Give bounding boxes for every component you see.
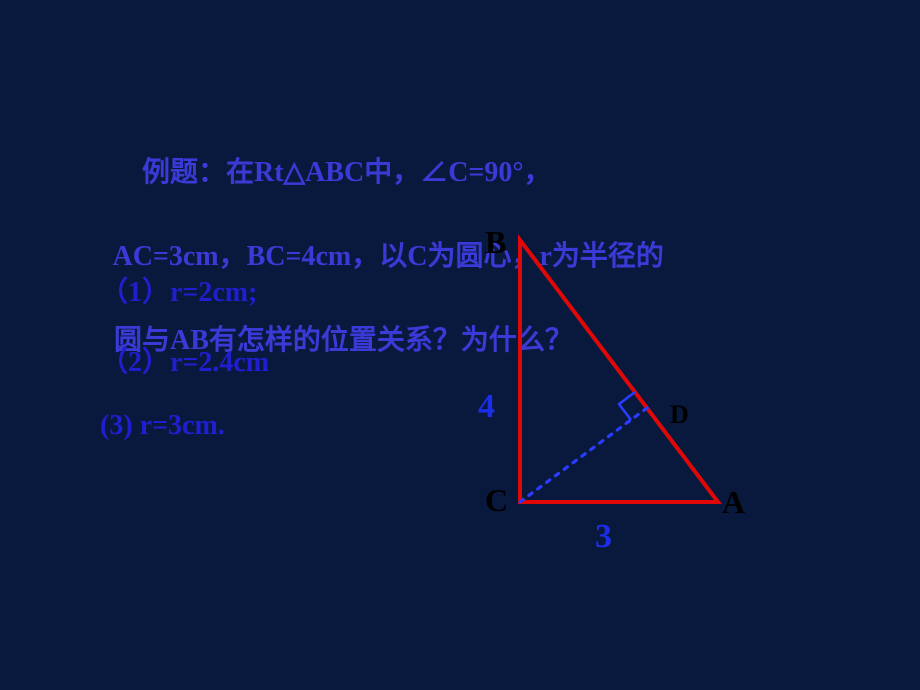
problem-line-1: 例题：在Rt△ABC中，∠C=90°， (114, 157, 552, 188)
right-angle-marker (619, 392, 635, 420)
label-b: B (485, 224, 506, 261)
altitude-cd (520, 408, 647, 502)
label-c: C (485, 482, 508, 519)
sub-question-2: （2）r=2.4cm (100, 340, 269, 380)
sub-question-1: （1）r=2cm; (100, 270, 257, 310)
side-label-3: 3 (595, 518, 612, 556)
label-d: D (670, 400, 689, 430)
sub-question-3: (3) r=3cm. (100, 410, 225, 442)
side-label-4: 4 (478, 388, 495, 426)
triangle-abc (520, 240, 718, 502)
label-a: A (722, 484, 745, 521)
